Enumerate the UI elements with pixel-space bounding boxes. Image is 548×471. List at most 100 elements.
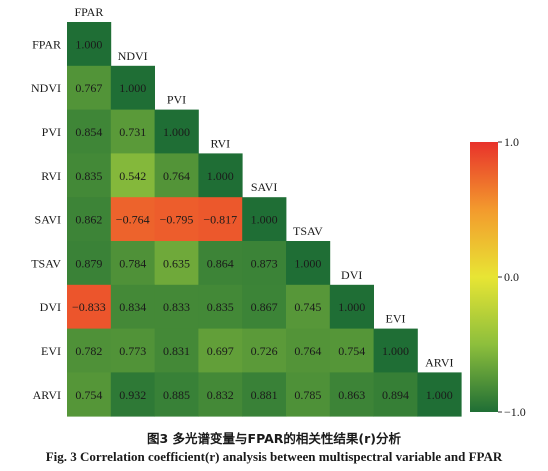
column-label-savi: SAVI <box>251 180 277 194</box>
colorbar-tick-label: 0.0 <box>504 270 519 284</box>
cell-value-label: 0.782 <box>75 344 102 358</box>
column-label-rvi: RVI <box>210 136 230 150</box>
cell-value-label: 0.894 <box>382 388 409 402</box>
row-labels: FPAR NDVI PVI RVI SAVI TSAV DVI EVI ARVI <box>31 37 61 401</box>
cell-value-label: 0.863 <box>338 388 365 402</box>
heatmap-cell-arvi-ndvi <box>110 372 155 417</box>
heatmap-cell-savi-rvi <box>198 197 243 242</box>
cell-value-label: 0.745 <box>294 300 321 314</box>
cell-value-label: 0.879 <box>75 256 102 270</box>
heatmap-cell-evi-ndvi <box>110 328 155 373</box>
cell-value-label: 0.867 <box>251 300 278 314</box>
cell-value-label: 0.832 <box>207 388 234 402</box>
heatmap-cell-arvi-rvi <box>198 372 243 417</box>
heatmap-cell-dvi-tsav <box>286 284 331 329</box>
heatmap-cell-arvi-savi <box>242 372 287 417</box>
heatmap-cell-evi-tsav <box>286 328 331 373</box>
column-label-arvi: ARVI <box>425 355 453 369</box>
heatmap-cell-dvi-rvi <box>198 284 243 329</box>
heatmap-cell-evi-dvi <box>329 328 374 373</box>
row-label-arvi: ARVI <box>33 388 61 402</box>
heatmap-cell-evi-fpar <box>67 328 112 373</box>
row-label-evi: EVI <box>41 344 61 358</box>
heatmap-cell-pvi-ndvi <box>110 109 155 154</box>
heatmap-cell-arvi-fpar <box>67 372 112 417</box>
row-label-savi: SAVI <box>35 213 61 227</box>
cell-value-label: 0.542 <box>119 169 146 183</box>
row-label-tsav: TSAV <box>31 256 61 270</box>
heatmap-cell-tsav-fpar <box>67 241 112 286</box>
cell-value-label: −0.795 <box>160 213 194 227</box>
cell-value-label: 0.767 <box>75 81 102 95</box>
cell-value-label: 0.831 <box>163 344 190 358</box>
cell-value-label: 0.833 <box>163 300 190 314</box>
cell-value-label: 0.764 <box>294 344 321 358</box>
heatmap-cell-rvi-ndvi <box>110 153 155 198</box>
cell-value-label: 0.754 <box>75 388 102 402</box>
row-label-dvi: DVI <box>40 300 61 314</box>
cell-value-label: 1.000 <box>294 256 321 270</box>
heatmap-cell-pvi-pvi <box>154 109 199 154</box>
cell-value-label: 0.784 <box>119 256 146 270</box>
row-label-rvi: RVI <box>41 169 61 183</box>
cell-value-label: 1.000 <box>382 344 409 358</box>
heatmap-cell-arvi-evi <box>373 372 418 417</box>
heatmap-cell-dvi-pvi <box>154 284 199 329</box>
row-label-pvi: PVI <box>42 125 61 139</box>
cell-value-label: 0.731 <box>119 125 146 139</box>
cell-value-label: 0.864 <box>207 256 234 270</box>
cell-value-label: 1.000 <box>251 213 278 227</box>
heatmap-cell-savi-ndvi <box>110 197 155 242</box>
heatmap-cell-arvi-tsav <box>286 372 331 417</box>
column-label-dvi: DVI <box>341 268 362 282</box>
colorbar-tick-label: −1.0 <box>504 405 526 419</box>
cell-value-label: 0.885 <box>163 388 190 402</box>
cell-value-label: 0.726 <box>251 344 278 358</box>
cell-value-label: 1.000 <box>119 81 146 95</box>
heatmap-cell-tsav-rvi <box>198 241 243 286</box>
cell-value-label: 0.773 <box>119 344 146 358</box>
heatmap-cell-savi-pvi <box>154 197 199 242</box>
heatmap-cell-evi-evi <box>373 328 418 373</box>
cell-value-label: 0.835 <box>75 169 102 183</box>
heatmap-cell-evi-rvi <box>198 328 243 373</box>
cell-value-label: 1.000 <box>75 37 102 51</box>
cell-value-label: 0.881 <box>251 388 278 402</box>
heatmap-cell-fpar-fpar <box>67 22 112 67</box>
colorbar <box>470 142 498 412</box>
cell-value-label: 0.764 <box>163 169 190 183</box>
heatmap-cell-ndvi-ndvi <box>110 65 155 110</box>
colorbar-ticks: 1.0 0.0 −1.0 <box>498 135 526 419</box>
column-label-ndvi: NDVI <box>118 49 148 63</box>
cell-value-label: 0.834 <box>119 300 146 314</box>
cell-value-label: 0.785 <box>294 388 321 402</box>
heatmap-cell-savi-fpar <box>67 197 112 242</box>
cell-value-label: 0.854 <box>75 125 102 139</box>
row-label-fpar: FPAR <box>32 37 61 51</box>
heatmap-cell-rvi-pvi <box>154 153 199 198</box>
cell-value-label: 0.754 <box>338 344 365 358</box>
cell-value-label: 0.635 <box>163 256 190 270</box>
cell-value-label: 1.000 <box>426 388 453 402</box>
heatmap-cell-dvi-dvi <box>329 284 374 329</box>
heatmap-cell-pvi-fpar <box>67 109 112 154</box>
heatmap-cell-evi-savi <box>242 328 287 373</box>
heatmap-cell-savi-savi <box>242 197 287 242</box>
figure-caption-en: Fig. 3 Correlation coefficient(r) analys… <box>45 449 503 464</box>
heatmap-cell-rvi-rvi <box>198 153 243 198</box>
cell-value-label: 1.000 <box>207 169 234 183</box>
heatmap-cells: 1.000 0.767 1.000 0.854 0.731 1.000 0.835 0.542… <box>67 22 462 417</box>
cell-value-label: 1.000 <box>163 125 190 139</box>
cell-value-label: 0.835 <box>207 300 234 314</box>
heatmap-cell-rvi-fpar <box>67 153 112 198</box>
heatmap-cell-dvi-fpar <box>67 284 112 329</box>
heatmap-cell-evi-pvi <box>154 328 199 373</box>
heatmap-cell-arvi-dvi <box>329 372 374 417</box>
colorbar-tick-label: 1.0 <box>504 135 519 149</box>
column-label-pvi: PVI <box>167 93 186 107</box>
cell-value-label: 0.932 <box>119 388 146 402</box>
column-label-fpar: FPAR <box>74 5 103 19</box>
heatmap-cell-arvi-pvi <box>154 372 199 417</box>
heatmap-cell-tsav-pvi <box>154 241 199 286</box>
heatmap-cell-tsav-savi <box>242 241 287 286</box>
